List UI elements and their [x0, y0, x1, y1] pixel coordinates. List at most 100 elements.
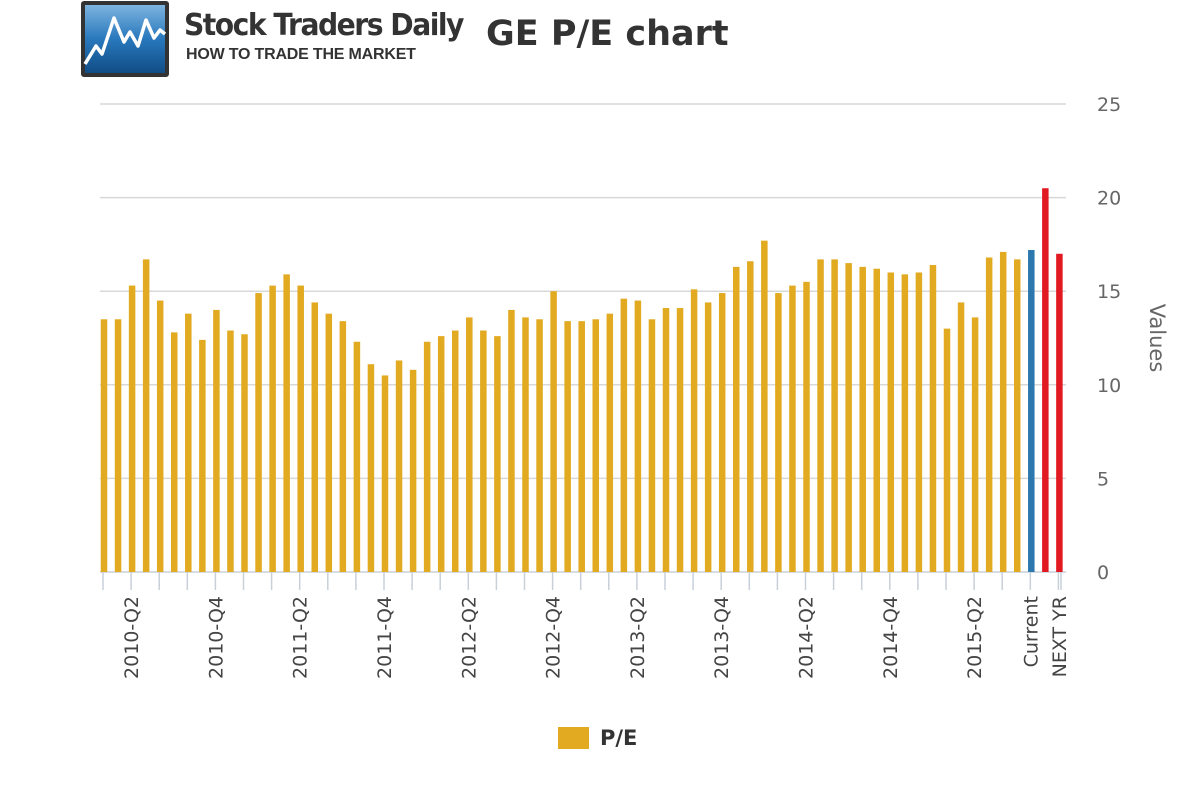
x-tick-label: 2012-Q2	[458, 596, 480, 679]
bar-2013-q4-44[interactable]	[718, 293, 726, 572]
bar-pe-43[interactable]	[704, 302, 712, 572]
brand-logo-icon[interactable]	[80, 0, 170, 78]
bar-pe-29[interactable]	[508, 309, 515, 572]
y-tick-label: 15	[1097, 281, 1121, 303]
bar-pe-60[interactable]	[943, 328, 951, 572]
bar-pe-35[interactable]	[592, 319, 600, 572]
bar-pe-45[interactable]	[733, 266, 740, 572]
bar-pe-34[interactable]	[578, 321, 585, 572]
chart-line-icon	[81, 1, 169, 77]
chart-legend[interactable]: P/E	[558, 726, 637, 750]
bar-pe-10[interactable]	[241, 334, 248, 572]
brand-name: Stock Traders Daily	[184, 8, 464, 43]
bar-pe-23[interactable]	[423, 341, 431, 572]
bar-pe-39[interactable]	[648, 319, 656, 572]
bar-next-yr-67[interactable]	[1042, 188, 1049, 573]
legend-swatch-pe	[558, 727, 589, 749]
legend-label-pe: P/E	[600, 726, 638, 750]
bar-pe-30[interactable]	[522, 317, 529, 572]
bar-pe-19[interactable]	[367, 364, 375, 572]
bar-pe-5[interactable]	[171, 332, 178, 572]
bar-pe-54[interactable]	[859, 266, 866, 572]
bar-pe-55[interactable]	[873, 268, 881, 572]
y-tick-label: 20	[1097, 188, 1121, 210]
bar-pe-16[interactable]	[325, 313, 333, 572]
y-tick-label: 25	[1097, 94, 1121, 116]
bar-pe-41[interactable]	[676, 308, 684, 572]
bar-pe-63[interactable]	[985, 257, 993, 572]
bar-pe-33[interactable]	[564, 321, 571, 572]
bar-pe-13[interactable]	[283, 274, 290, 572]
bar-pe-49[interactable]	[789, 285, 796, 572]
y-axis-title: Values	[1145, 304, 1169, 373]
bar-pe-1[interactable]	[114, 319, 122, 572]
bar-pe-17[interactable]	[339, 321, 347, 572]
bar-pe-31[interactable]	[536, 319, 543, 572]
bar-pe-59[interactable]	[929, 264, 937, 572]
bar-pe-48[interactable]	[775, 293, 782, 572]
y-tick-label: 0	[1097, 562, 1109, 584]
bar-pe-25[interactable]	[452, 330, 459, 572]
bar-pe-15[interactable]	[311, 302, 319, 572]
bar-pe-22[interactable]	[409, 369, 417, 572]
bar-pe-24[interactable]	[437, 336, 445, 572]
x-tick-label: 2014-Q2	[796, 596, 818, 679]
bar-pe-53[interactable]	[845, 263, 852, 572]
bar-pe-61[interactable]	[957, 302, 965, 572]
bar-pe-12[interactable]	[269, 285, 276, 572]
bar-next-yr-68[interactable]	[1056, 253, 1063, 572]
x-tick-label: 2015-Q2	[964, 596, 986, 679]
bar-current-66[interactable]	[1028, 250, 1035, 573]
bar-pe-9[interactable]	[227, 330, 234, 572]
bar-pe-57[interactable]	[901, 274, 909, 572]
bar-pe-40[interactable]	[662, 308, 670, 572]
x-tick-label: 2012-Q4	[543, 596, 565, 679]
y-tick-label: 10	[1097, 375, 1121, 397]
bar-pe-65[interactable]	[1014, 259, 1021, 572]
x-tick-label: 2010-Q2	[121, 596, 143, 679]
bar-pe-3[interactable]	[142, 259, 150, 572]
bar-2011-q4-20[interactable]	[381, 375, 389, 572]
bar-pe-4[interactable]	[156, 300, 164, 572]
bar-pe-21[interactable]	[395, 360, 403, 572]
bar-pe-0[interactable]	[100, 319, 108, 572]
y-tick-label: 5	[1097, 468, 1109, 490]
bar-2010-q4-8[interactable]	[213, 309, 220, 572]
bar-pe-51[interactable]	[817, 259, 824, 572]
chart-axes: 0 5 10 15 20 25 Values 2010-Q2 2010-Q4 2011-Q2 201…	[102, 94, 1169, 679]
bar-pe-7[interactable]	[199, 339, 206, 572]
chart-bars	[100, 188, 1063, 573]
bar-pe-58[interactable]	[915, 272, 923, 572]
bar-2014-q4-56[interactable]	[887, 272, 895, 572]
bar-pe-42[interactable]	[690, 289, 698, 572]
bar-pe-36[interactable]	[606, 313, 614, 572]
x-tick-label: 2010-Q4	[205, 596, 227, 679]
bar-pe-18[interactable]	[353, 341, 361, 572]
bar-2015-q2-62[interactable]	[971, 317, 979, 572]
x-tick-label: 2011-Q2	[290, 596, 312, 679]
bar-2011-q2-14[interactable]	[297, 285, 304, 572]
x-tick-label: NEXT YR	[1049, 596, 1071, 677]
bar-2013-q2-38[interactable]	[634, 300, 642, 572]
bar-pe-64[interactable]	[999, 251, 1007, 572]
bar-2010-q2-2[interactable]	[128, 285, 136, 572]
bar-pe-6[interactable]	[185, 313, 192, 572]
chart-title: GE P/E chart	[486, 14, 729, 54]
bar-pe-27[interactable]	[480, 330, 487, 572]
bar-pe-47[interactable]	[761, 240, 768, 572]
bar-2014-q2-50[interactable]	[803, 281, 810, 572]
x-tick-label: 2011-Q4	[374, 596, 396, 679]
x-tick-label: Current	[1020, 596, 1042, 667]
bar-2012-q2-26[interactable]	[466, 317, 473, 572]
x-tick-label: 2014-Q4	[880, 596, 902, 679]
bar-pe-52[interactable]	[831, 259, 838, 572]
bar-pe-11[interactable]	[255, 293, 262, 572]
x-tick-label: 2013-Q2	[627, 596, 649, 679]
bar-2012-q4-32[interactable]	[550, 291, 557, 572]
x-tick-label: 2013-Q4	[711, 596, 733, 679]
bar-pe-37[interactable]	[620, 298, 628, 572]
brand-tagline: HOW TO TRADE THE MARKET	[186, 46, 416, 63]
bar-pe-28[interactable]	[494, 336, 501, 572]
bar-pe-46[interactable]	[747, 261, 754, 572]
